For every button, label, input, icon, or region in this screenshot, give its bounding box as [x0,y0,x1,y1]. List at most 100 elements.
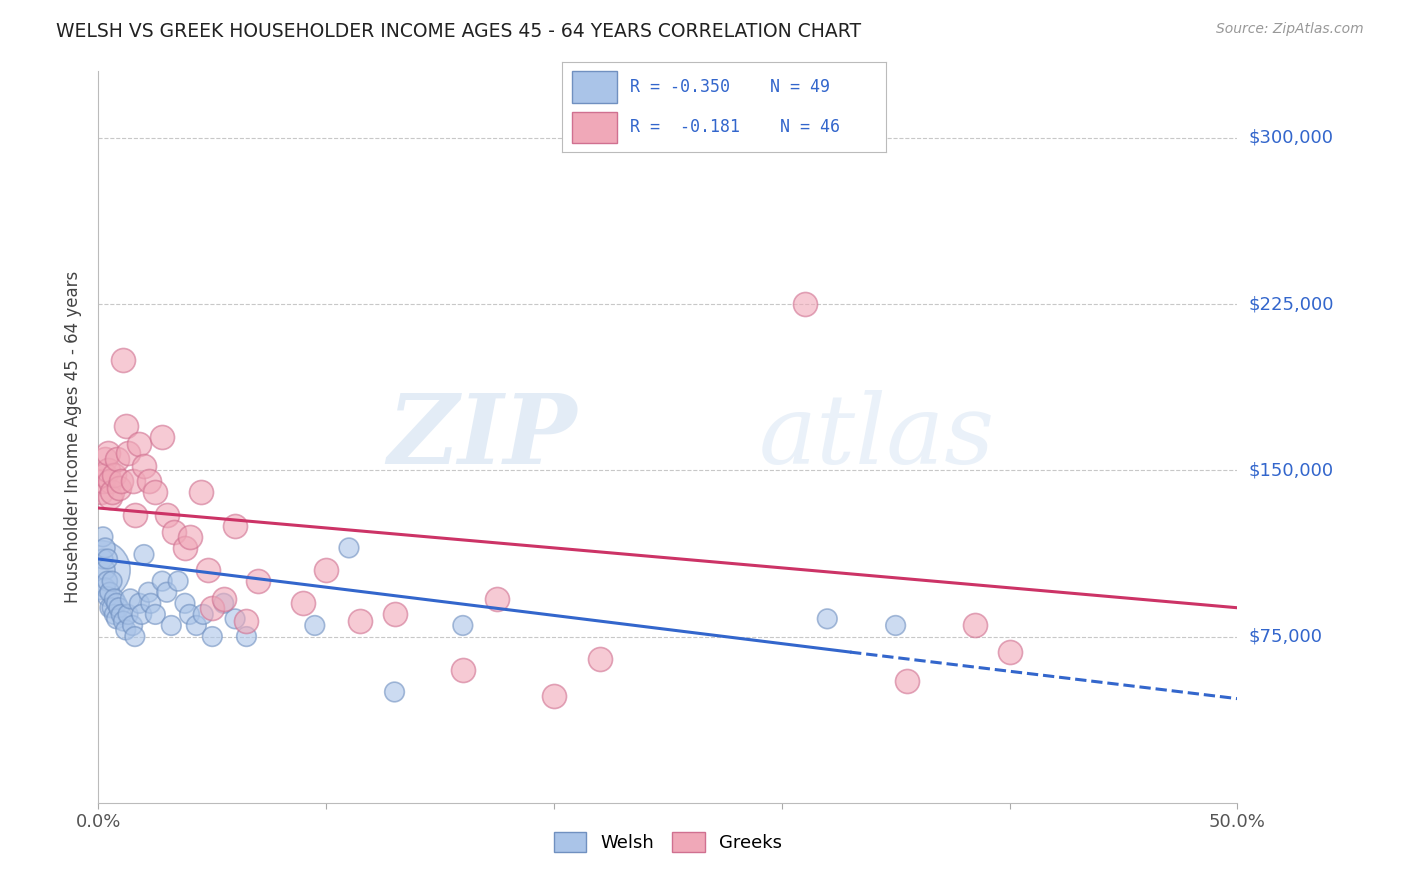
Point [90,485,112,500]
Point [108,481,131,495]
Text: $75,000: $75,000 [1249,628,1323,646]
Point [150,574,173,589]
Point [96,574,118,589]
Point [337,541,360,555]
Text: WELSH VS GREEK HOUSEHOLDER INCOME AGES 45 - 64 YEARS CORRELATION CHART: WELSH VS GREEK HOUSEHOLDER INCOME AGES 4… [56,22,862,41]
Point [132,458,155,473]
Point [94,452,117,467]
Point [145,485,167,500]
Point [98,490,121,504]
Point [96,552,118,566]
Point [162,525,184,540]
Point [179,530,201,544]
Point [793,297,815,311]
Text: R = -0.350    N = 49: R = -0.350 N = 49 [630,78,831,96]
Point [212,591,235,606]
Point [114,623,136,637]
Point [235,630,257,644]
Point [98,585,121,599]
Text: $150,000: $150,000 [1249,461,1333,479]
Text: $300,000: $300,000 [1249,128,1333,147]
Point [120,591,142,606]
Point [384,685,406,699]
Point [114,419,136,434]
Point [101,574,124,589]
Point [91,530,114,544]
Point [131,607,153,622]
Point [96,445,118,459]
Point [212,596,235,610]
Point [349,614,371,628]
Point [156,508,179,522]
Point [96,590,118,604]
Point [96,463,118,477]
Point [486,591,509,606]
Point [451,663,474,677]
Point [246,574,269,589]
Bar [572,112,617,143]
Point [186,618,208,632]
Point [235,614,257,628]
Point [145,607,167,622]
Text: R =  -0.181    N = 46: R = -0.181 N = 46 [630,118,841,136]
Point [124,630,146,644]
Point [543,690,565,704]
Point [103,591,125,606]
Point [150,430,173,444]
Point [965,618,987,632]
Point [103,607,125,622]
Point [139,596,162,610]
Text: ZIP: ZIP [387,390,576,484]
Point [190,485,212,500]
Point [112,614,135,628]
Point [174,541,197,555]
Text: atlas: atlas [759,390,995,484]
Text: $225,000: $225,000 [1249,295,1334,313]
Point [94,581,117,595]
Point [98,475,121,489]
Point [138,585,160,599]
Point [179,607,201,622]
Point [121,475,143,489]
Point [90,563,112,577]
Point [815,612,838,626]
Point [156,585,179,599]
Point [101,600,124,615]
Point [121,618,143,632]
Point [224,612,246,626]
Point [91,552,114,566]
Point [94,467,117,482]
Point [117,445,139,459]
Point [110,607,132,622]
Point [292,596,315,610]
Point [112,352,135,367]
Point [128,436,150,450]
Point [174,596,197,610]
Point [588,651,610,665]
Point [94,541,117,555]
Point [105,452,128,467]
Point [132,548,155,562]
Point [304,618,326,632]
Point [160,618,183,632]
Point [94,563,117,577]
Point [110,475,132,489]
Bar [572,71,617,103]
Point [451,618,474,632]
Point [998,645,1021,659]
Point [315,563,337,577]
Point [384,607,406,622]
Point [124,508,146,522]
Point [138,475,160,489]
Point [101,485,124,500]
Point [167,574,190,589]
Point [201,600,224,615]
Point [197,563,219,577]
Point [108,600,131,615]
Point [91,475,114,489]
Point [105,596,128,610]
Point [103,467,125,482]
Y-axis label: Householder Income Ages 45 - 64 years: Householder Income Ages 45 - 64 years [65,271,83,603]
Text: Source: ZipAtlas.com: Source: ZipAtlas.com [1216,22,1364,37]
Point [117,607,139,622]
